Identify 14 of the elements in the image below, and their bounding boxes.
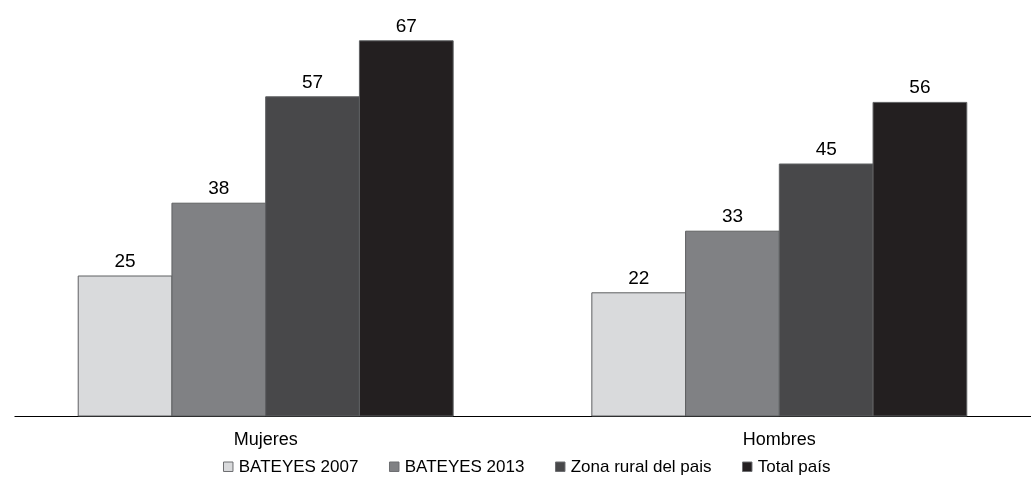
data-label: 22 [628, 266, 650, 288]
data-label: 33 [721, 205, 744, 227]
legend-label: BATEYES 2007 [238, 456, 359, 476]
x-tick-label: Mujeres [233, 428, 298, 449]
legend-label: BATEYES 2013 [404, 456, 525, 476]
data-label: 45 [815, 138, 837, 159]
legend-label: Total país [757, 456, 831, 476]
data-label: 56 [909, 76, 931, 98]
legend-label: Zona rural del pais [570, 456, 712, 476]
data-label: 67 [395, 14, 417, 36]
data-label: 38 [208, 177, 230, 199]
x-tick-label: Hombres [742, 428, 816, 449]
data-label: 25 [114, 250, 136, 271]
data-label: 57 [301, 70, 324, 92]
